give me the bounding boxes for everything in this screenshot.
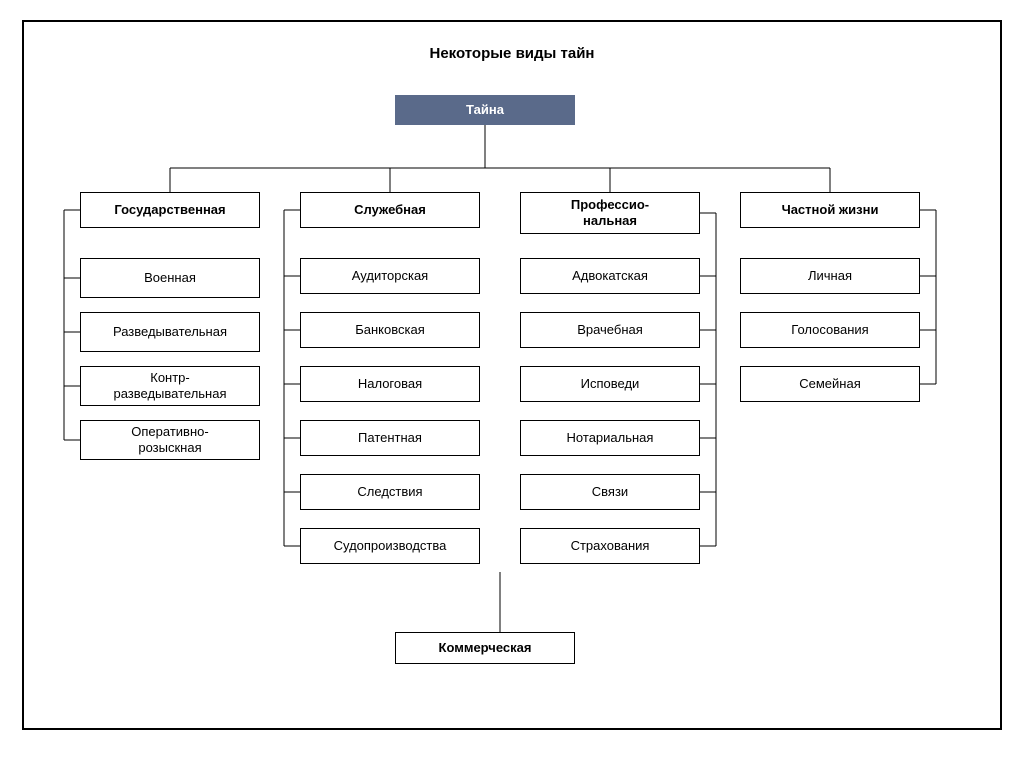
- child-node: Следствия: [300, 474, 480, 510]
- child-label: Налоговая: [358, 376, 422, 392]
- column-header: Профессио- нальная: [520, 192, 700, 234]
- child-node: Банковская: [300, 312, 480, 348]
- child-label: Связи: [592, 484, 628, 500]
- child-label: Врачебная: [577, 322, 643, 338]
- column-header: Государственная: [80, 192, 260, 228]
- child-node: Судопроизводства: [300, 528, 480, 564]
- column-header: Служебная: [300, 192, 480, 228]
- child-label: Исповеди: [581, 376, 640, 392]
- child-label: Оперативно- розыскная: [131, 424, 208, 455]
- column-header: Частной жизни: [740, 192, 920, 228]
- child-node: Связи: [520, 474, 700, 510]
- child-node: Адвокатская: [520, 258, 700, 294]
- column-header-label: Государственная: [114, 202, 225, 218]
- child-label: Голосования: [791, 322, 868, 338]
- child-node: Голосования: [740, 312, 920, 348]
- child-label: Аудиторская: [352, 268, 428, 284]
- child-label: Военная: [144, 270, 196, 286]
- child-node: Аудиторская: [300, 258, 480, 294]
- child-node: Семейная: [740, 366, 920, 402]
- child-node: Страхования: [520, 528, 700, 564]
- child-node: Разведывательная: [80, 312, 260, 352]
- child-label: Нотариальная: [567, 430, 654, 446]
- child-node: Военная: [80, 258, 260, 298]
- child-node: Налоговая: [300, 366, 480, 402]
- bottom-label: Коммерческая: [439, 640, 532, 656]
- child-label: Следствия: [357, 484, 422, 500]
- column-header-label: Частной жизни: [782, 202, 879, 218]
- child-label: Патентная: [358, 430, 422, 446]
- child-label: Страхования: [571, 538, 650, 554]
- column-header-label: Служебная: [354, 202, 426, 218]
- child-node: Оперативно- розыскная: [80, 420, 260, 460]
- root-node: Тайна: [395, 95, 575, 125]
- child-label: Личная: [808, 268, 852, 284]
- bottom-node: Коммерческая: [395, 632, 575, 664]
- child-node: Патентная: [300, 420, 480, 456]
- child-node: Исповеди: [520, 366, 700, 402]
- child-node: Личная: [740, 258, 920, 294]
- child-label: Контр- разведывательная: [113, 370, 226, 401]
- child-label: Разведывательная: [113, 324, 227, 340]
- child-node: Нотариальная: [520, 420, 700, 456]
- child-node: Контр- разведывательная: [80, 366, 260, 406]
- root-label: Тайна: [466, 102, 504, 118]
- child-label: Банковская: [355, 322, 425, 338]
- child-node: Врачебная: [520, 312, 700, 348]
- child-label: Семейная: [799, 376, 861, 392]
- diagram-title: Некоторые виды тайн: [362, 45, 662, 62]
- child-label: Адвокатская: [572, 268, 648, 284]
- child-label: Судопроизводства: [334, 538, 447, 554]
- column-header-label: Профессио- нальная: [571, 197, 649, 228]
